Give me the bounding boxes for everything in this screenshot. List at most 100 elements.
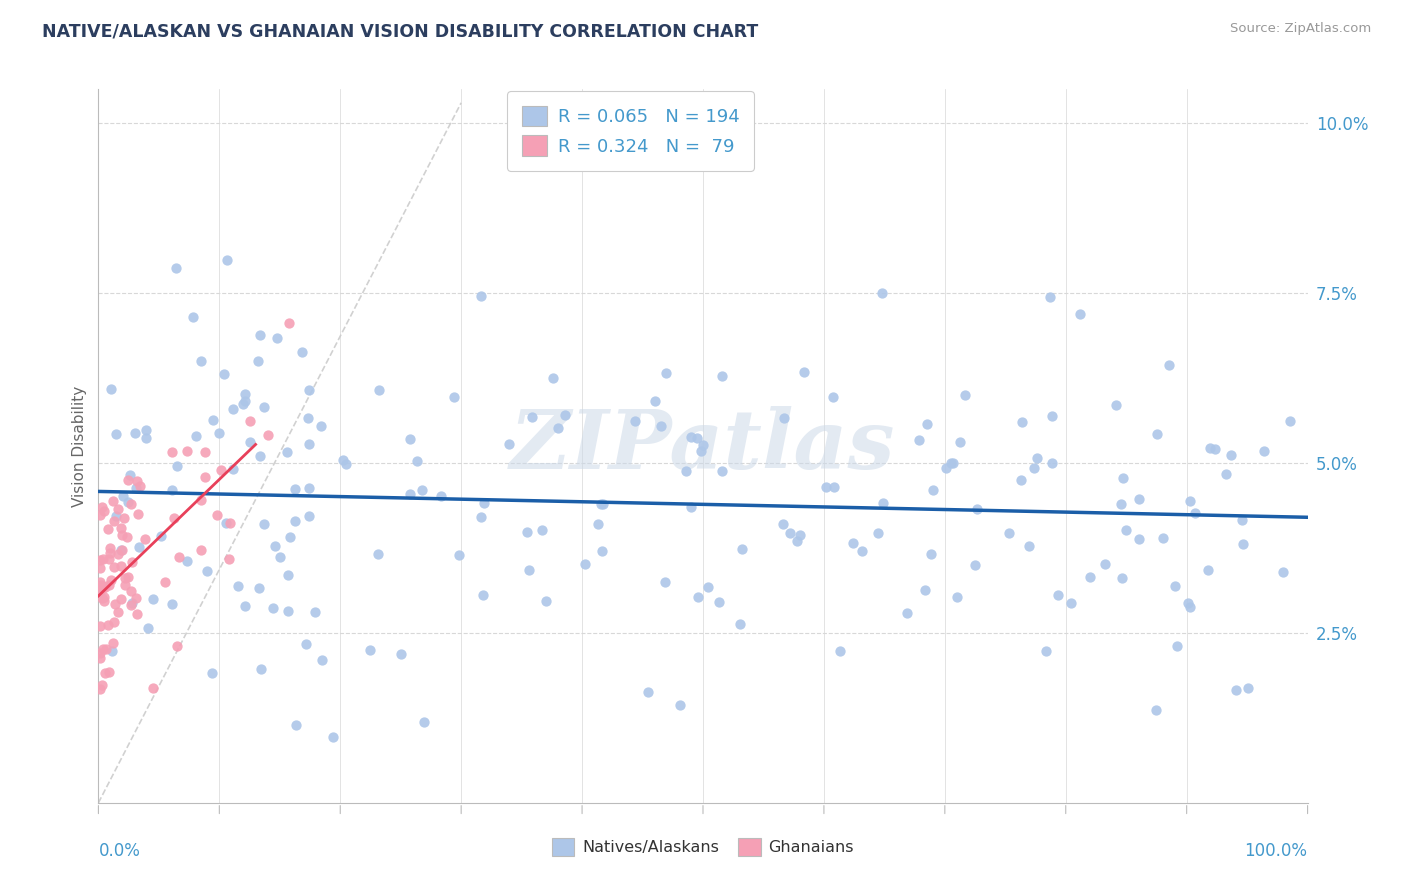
Point [965, 558, 987, 572]
Point [942, 456, 965, 470]
Point [98, 546, 121, 560]
Point [920, 547, 942, 561]
Point [591, 544, 613, 558]
Point [194, 444, 217, 458]
Point [121, 555, 143, 569]
Point [1197, 563, 1219, 577]
Point [917, 417, 939, 431]
Point [120, 496, 142, 510]
Point [359, 643, 381, 657]
Point [1215, 467, 1237, 481]
Point [367, 547, 389, 561]
Point [531, 524, 554, 538]
Point [89, 619, 111, 633]
Point [200, 666, 222, 681]
Point [1047, 588, 1070, 602]
Point [117, 473, 139, 487]
Point [93, 504, 115, 518]
Point [291, 345, 314, 359]
Point [233, 394, 256, 409]
Point [101, 636, 124, 650]
Point [389, 648, 412, 662]
Point [398, 433, 420, 447]
Point [679, 500, 702, 514]
Point [277, 604, 299, 618]
Point [1278, 415, 1301, 429]
Point [1184, 506, 1206, 520]
Point [247, 581, 270, 595]
Point [1094, 557, 1116, 571]
Point [935, 461, 957, 475]
Point [127, 507, 149, 521]
Point [637, 685, 659, 699]
Point [256, 427, 278, 442]
Point [163, 511, 186, 525]
Point [824, 480, 846, 494]
Point [222, 462, 245, 476]
Point [142, 591, 165, 606]
Point [264, 539, 287, 553]
Point [93, 590, 115, 604]
Point [547, 421, 569, 435]
Point [1232, 537, 1254, 551]
Point [249, 661, 271, 675]
Point [586, 517, 609, 532]
Point [866, 526, 889, 541]
Point [124, 425, 146, 440]
Point [1035, 644, 1057, 658]
Point [153, 575, 176, 590]
Point [111, 543, 134, 558]
Point [592, 498, 614, 512]
Point [89, 582, 111, 596]
Point [298, 383, 321, 397]
Point [368, 383, 391, 397]
Point [1225, 683, 1247, 698]
Point [218, 552, 240, 566]
Point [101, 644, 124, 658]
Point [217, 252, 239, 267]
Point [309, 418, 332, 433]
Point [1040, 409, 1063, 424]
Point [111, 528, 134, 542]
Point [208, 426, 231, 441]
Point [707, 595, 730, 609]
Point [398, 487, 420, 501]
Point [125, 481, 148, 495]
Point [669, 698, 692, 713]
Point [262, 601, 284, 615]
Point [1078, 570, 1101, 584]
Point [89, 560, 111, 574]
Point [269, 550, 291, 565]
Point [110, 521, 132, 535]
Point [135, 423, 157, 437]
Point [110, 591, 132, 606]
Point [675, 464, 697, 478]
Point [98, 578, 121, 592]
Point [908, 434, 931, 448]
Point [127, 607, 149, 621]
Point [121, 596, 143, 610]
Point [870, 285, 893, 300]
Point [851, 543, 873, 558]
Point [1039, 290, 1062, 304]
Point [235, 387, 257, 401]
Point [104, 426, 127, 441]
Point [914, 583, 936, 598]
Point [277, 567, 299, 582]
Text: NATIVE/ALASKAN VS GHANAIAN VISION DISABILITY CORRELATION CHART: NATIVE/ALASKAN VS GHANAIAN VISION DISABI… [42, 22, 758, 40]
Point [332, 453, 354, 467]
Point [710, 464, 733, 478]
Point [1204, 442, 1226, 457]
Point [998, 525, 1021, 540]
Point [966, 502, 988, 516]
Point [190, 542, 212, 557]
Point [842, 535, 865, 549]
Point [692, 438, 714, 452]
Point [773, 410, 796, 425]
Point [574, 557, 596, 571]
Point [107, 547, 129, 561]
Point [1166, 639, 1188, 653]
Point [1010, 473, 1032, 487]
Point [1219, 448, 1241, 462]
Point [789, 528, 811, 542]
